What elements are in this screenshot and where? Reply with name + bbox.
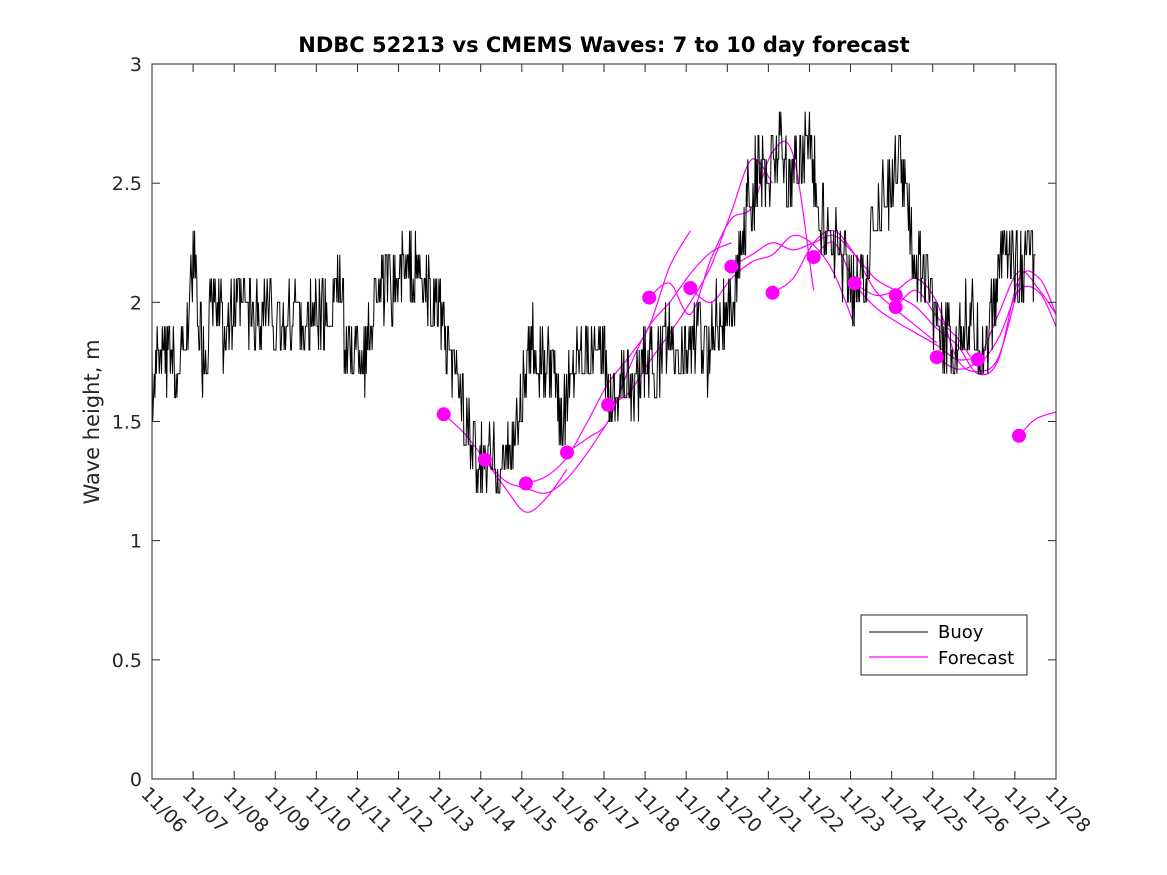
y-tick-label: 2.5 [112,173,142,195]
forecast-run-line [484,421,609,494]
y-tick-label: 0 [130,769,142,791]
forecast-marker [970,352,985,367]
forecast-run-line [566,242,732,453]
forecast-marker [436,407,451,422]
forecast-marker [683,281,698,295]
forecast-marker [806,250,821,265]
forecast-marker [642,290,657,305]
y-tick-label: 1.5 [112,412,142,434]
forecast-markers [436,250,1026,491]
forecast-marker [847,276,862,291]
forecast-marker [765,285,780,300]
legend-box [860,614,1028,676]
forecast-marker [929,350,944,365]
legend-forecast-label: Forecast [938,648,1014,669]
forecast-marker [601,397,616,412]
forecast-marker [888,288,903,303]
forecast-run-line [772,229,938,344]
y-tick-label: 2 [130,292,142,314]
forecast-run-line [443,413,568,513]
y-tick-label: 0.5 [112,650,142,672]
forecast-run-line [648,140,815,315]
y-tick-label: 1 [130,531,142,553]
forecast-marker [1012,428,1026,443]
y-tick-label: 3 [130,54,142,76]
forecast-marker [560,445,574,460]
buoy-series [151,111,1036,494]
legend: Buoy Forecast [860,614,1028,676]
y-axis-label: Wave height, m [80,339,104,504]
forecast-marker [724,259,739,274]
y-axis: 0 0.5 1 1.5 2 2.5 3 [112,54,1056,791]
buoy-line [151,111,1036,494]
forecast-marker [518,476,533,491]
chart-title: NDBC 52213 vs CMEMS Waves: 7 to 10 day f… [298,33,909,57]
forecast-marker [477,452,492,467]
legend-buoy-label: Buoy [938,622,984,643]
forecast-marker [888,300,903,315]
